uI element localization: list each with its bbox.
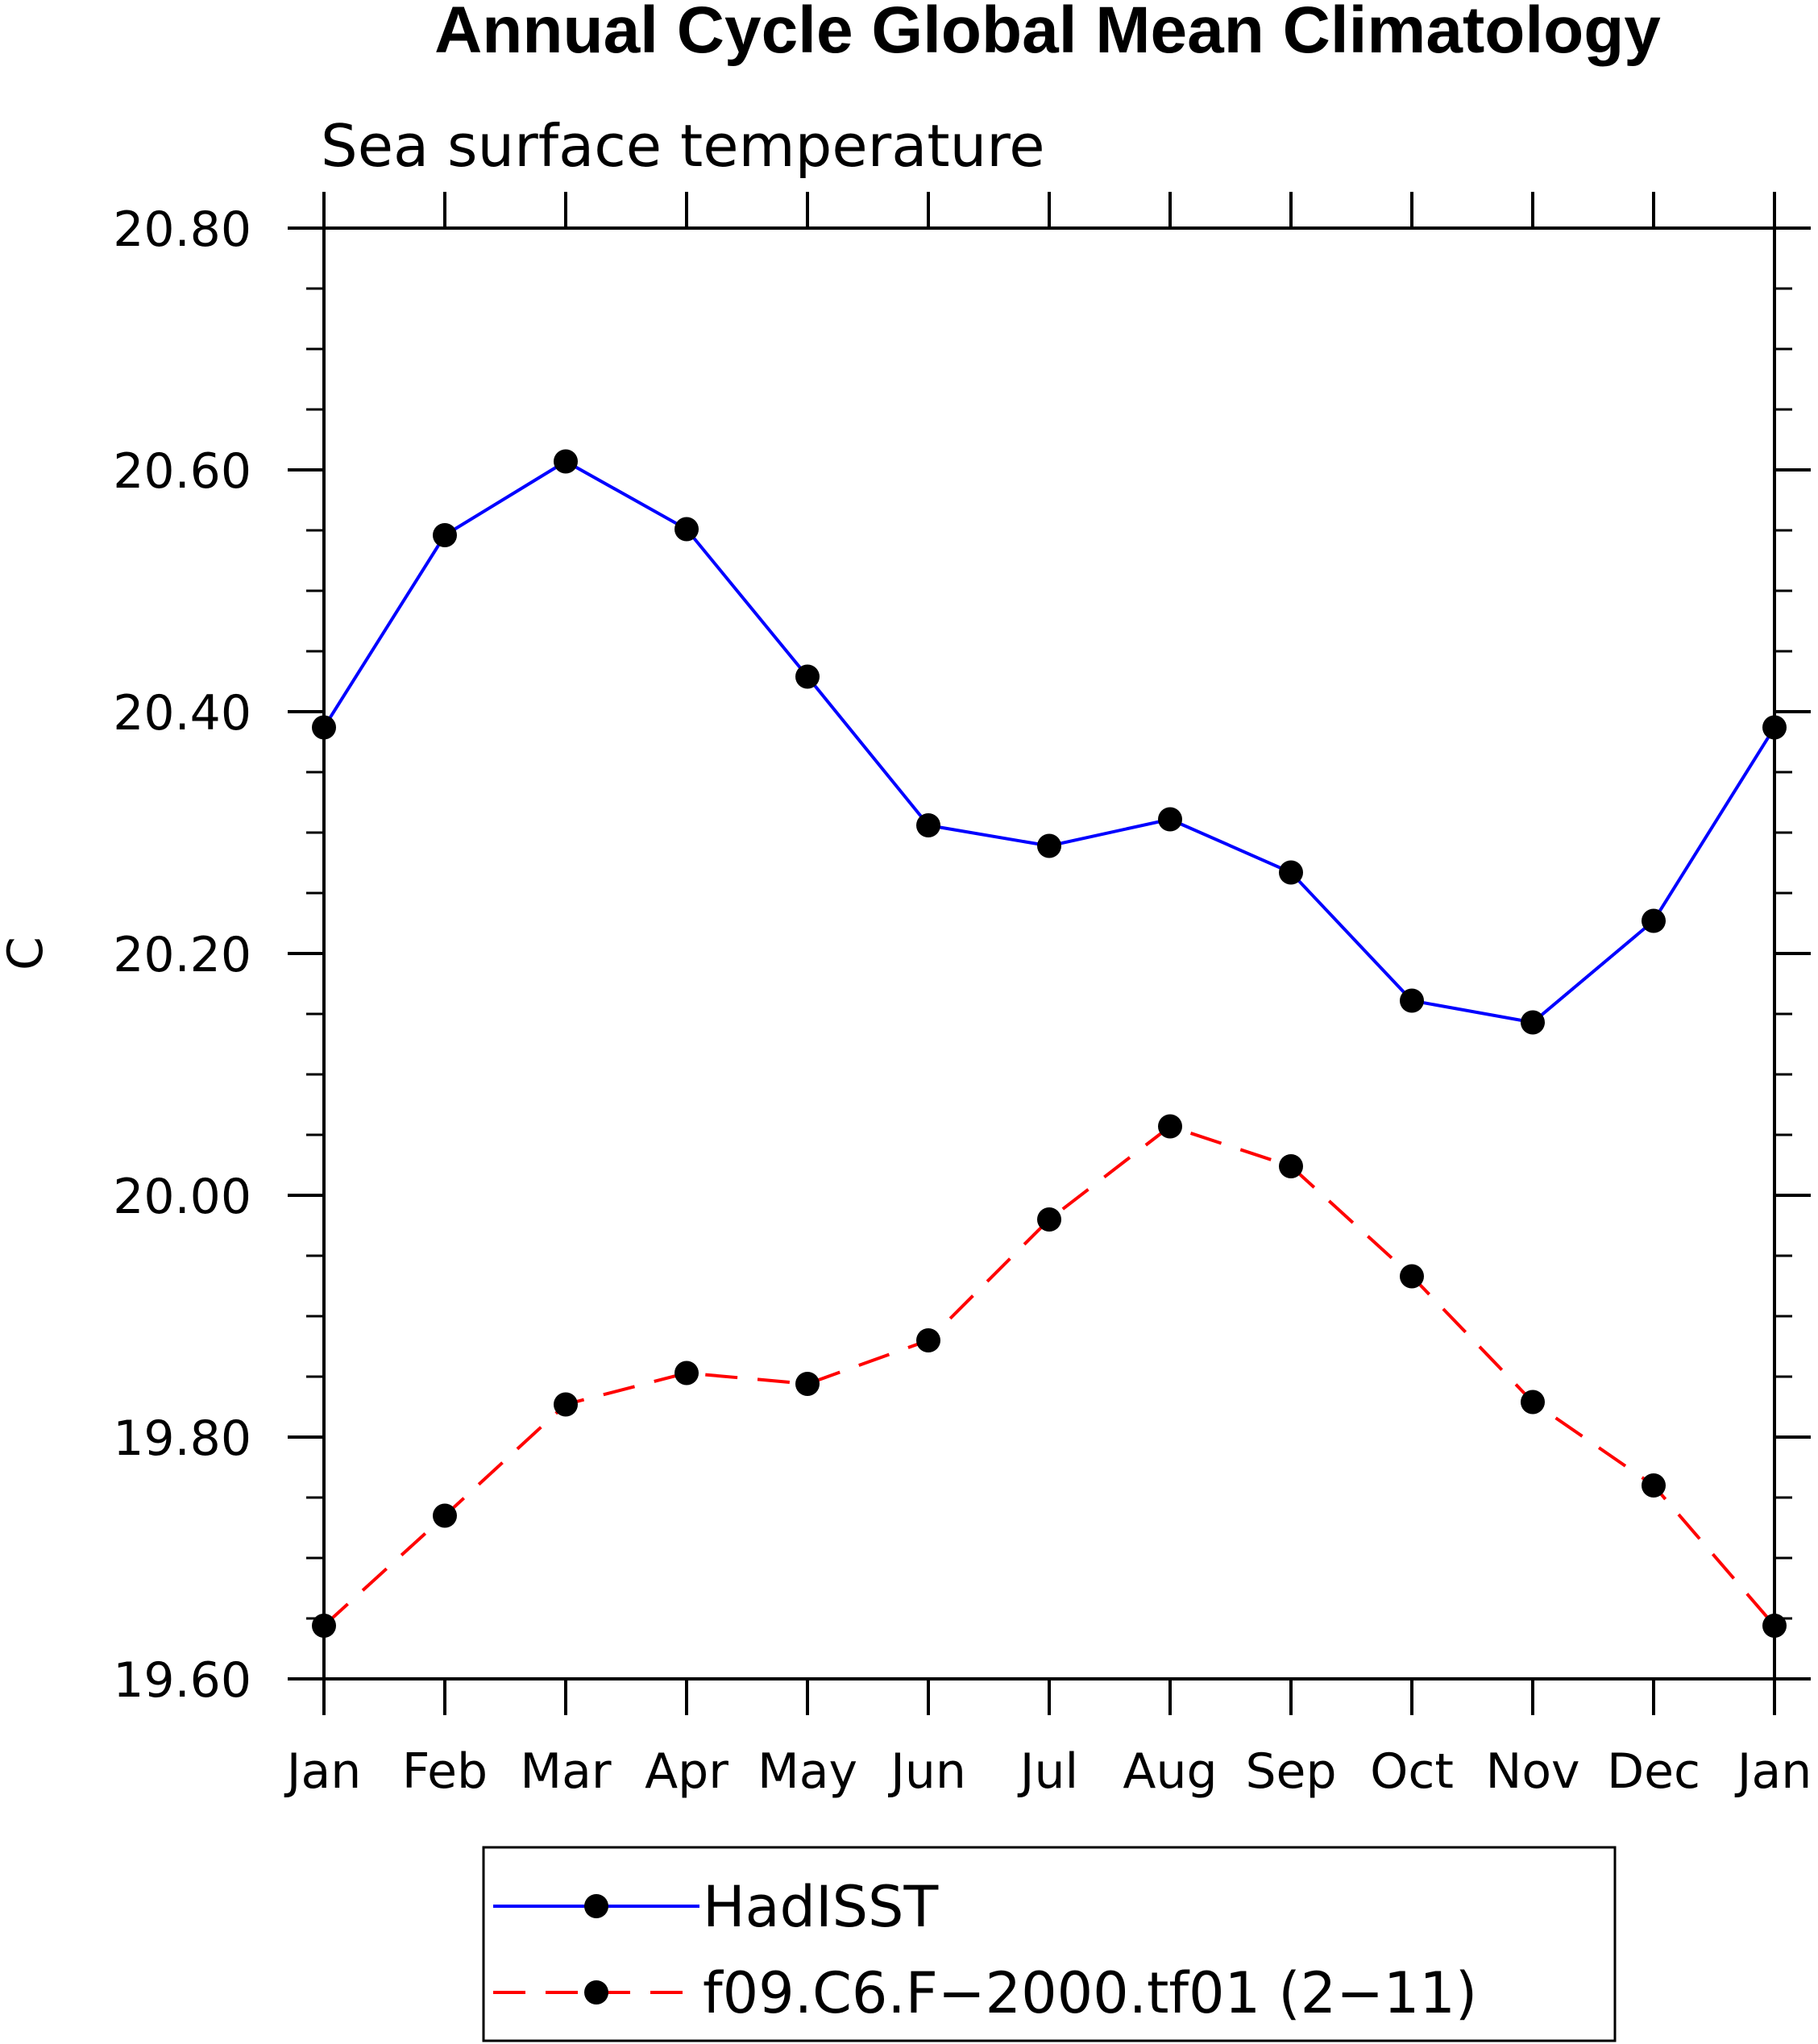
tick-labels: Jan Feb Mar Apr May Jun Jul Aug Sep Oct Nov Dec Jan 1… xyxy=(113,201,1812,1800)
series-1-point xyxy=(433,1503,457,1528)
series-1-point xyxy=(312,1614,336,1638)
plot-frame xyxy=(322,226,1776,1680)
series-0-point xyxy=(1521,1010,1545,1035)
x-tick-label: Nov xyxy=(1485,1743,1579,1800)
legend-box xyxy=(482,1846,1617,2042)
series-0-point xyxy=(916,813,940,837)
series-1-point xyxy=(1037,1207,1061,1232)
series-line-1 xyxy=(322,1124,1776,1627)
y-axis-label: C xyxy=(0,937,54,970)
legend-label-0: HadISST xyxy=(703,1874,938,1940)
x-tick-label: Mar xyxy=(520,1743,612,1800)
legend-label-1: f09.C6.F−2000.tf01 (2−11) xyxy=(703,1960,1477,2026)
series-line-0 xyxy=(322,459,1776,1024)
series-0-point xyxy=(1158,807,1182,832)
legend: HadISST f09.C6.F−2000.tf01 (2−11) xyxy=(482,1846,1617,2042)
legend-marker-0 xyxy=(584,1894,608,1918)
series-1-point xyxy=(1400,1264,1424,1289)
series-0-point xyxy=(1642,908,1666,933)
series-0-point xyxy=(554,449,578,474)
y-tick-label: 19.80 xyxy=(113,1410,251,1467)
x-tick-label: Jan xyxy=(1734,1743,1812,1800)
x-tick-label: May xyxy=(758,1743,857,1800)
series-1-point xyxy=(1521,1390,1545,1415)
series-0-point xyxy=(433,523,457,547)
series-1-point xyxy=(1158,1114,1182,1139)
y-tick-label: 20.40 xyxy=(113,685,251,742)
series-0-point xyxy=(1400,988,1424,1013)
chart-subtitle: Sea surface temperature xyxy=(321,112,1045,180)
x-tick-label: Feb xyxy=(402,1743,488,1800)
x-tick-label: Aug xyxy=(1123,1743,1217,1800)
x-tick-label: Sep xyxy=(1245,1743,1336,1800)
x-tick-label: Jul xyxy=(1017,1743,1078,1800)
axis-ticks xyxy=(288,192,1811,1715)
x-tick-label: Dec xyxy=(1607,1743,1700,1800)
x-tick-label: Oct xyxy=(1370,1743,1454,1800)
series-0-point xyxy=(795,664,820,689)
legend-items: HadISST f09.C6.F−2000.tf01 (2−11) xyxy=(493,1874,1477,2026)
series-1-point xyxy=(916,1328,940,1352)
x-tick-label: Jun xyxy=(887,1743,966,1800)
y-tick-label: 20.80 xyxy=(113,201,251,258)
chart-title: Annual Cycle Global Mean Climatology xyxy=(434,0,1661,67)
y-tick-label: 20.00 xyxy=(113,1169,251,1225)
series-1-point xyxy=(554,1392,578,1417)
series-0-point xyxy=(312,715,336,740)
series-1-point xyxy=(674,1361,699,1386)
y-tick-label: 20.60 xyxy=(113,443,251,500)
series-1-point xyxy=(795,1372,820,1396)
y-tick-label: 20.20 xyxy=(113,927,251,983)
series-1-point xyxy=(1642,1473,1666,1498)
series-0-point xyxy=(674,517,699,542)
series-0-point xyxy=(1037,833,1061,858)
series-layer xyxy=(312,449,1787,1638)
x-tick-label: Apr xyxy=(645,1743,728,1800)
series-1-point xyxy=(1762,1614,1787,1638)
y-tick-label: 19.60 xyxy=(113,1652,251,1709)
series-1-point xyxy=(1279,1154,1303,1178)
legend-marker-1 xyxy=(584,1980,608,2005)
series-0-point xyxy=(1762,715,1787,740)
x-tick-label: Jan xyxy=(284,1743,362,1800)
series-0-point xyxy=(1279,860,1303,885)
